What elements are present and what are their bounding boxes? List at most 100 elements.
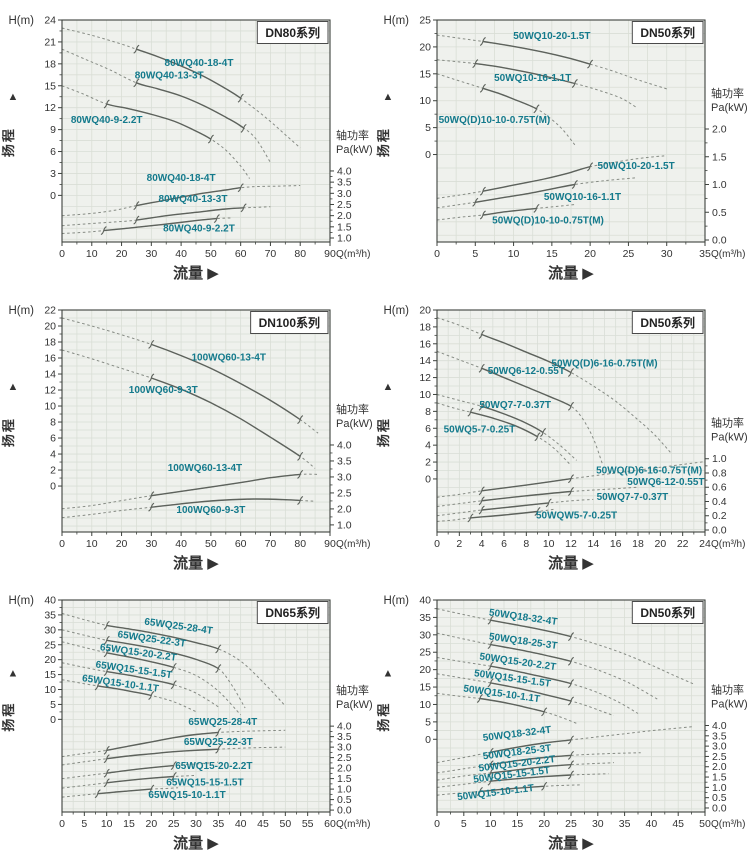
head-tick-label: 15 [419, 68, 431, 80]
power-tick-label: 1.0 [712, 782, 727, 794]
chart-title-box: DN50系列 [631, 21, 704, 44]
curve-break-mark [567, 696, 575, 706]
chart-svg-4: 65WQ25-28-4T 65WQ25-22-3T 65WQ15-20-2.2T 65… [1, 595, 373, 853]
curve-break-mark [148, 502, 155, 512]
head-axis-title: 扬程 [376, 127, 391, 157]
curve-solid-segment [482, 87, 537, 110]
chart-cell-dn65: 65WQ25-28-4T 65WQ25-22-3T 65WQ15-20-2.2T 65… [0, 580, 375, 860]
x-tick-label: 20 [584, 248, 596, 260]
curve-solid-segment [106, 670, 174, 686]
curve-break-mark [472, 197, 479, 207]
curve-break-mark [571, 79, 578, 88]
curve-head-50WQ7-7-0.37T: 50WQ7-7-0.37T [436, 394, 577, 461]
curve-break-mark [567, 735, 575, 745]
power-tick-label: 2.0 [712, 124, 727, 136]
x-tick-label: 40 [235, 818, 247, 830]
curve-break-mark [148, 784, 155, 794]
curve-solid-segment [97, 685, 152, 697]
power-axis-title: 轴功率 [711, 416, 744, 430]
curve-label: 50WQ7-7-0.37T [479, 400, 551, 411]
curve-break-mark [103, 745, 110, 755]
head-tick-label: 25 [44, 639, 56, 651]
x-tick-label: 30 [190, 818, 202, 830]
curve-break-mark [213, 214, 220, 224]
head-axis-title: 扬程 [376, 417, 391, 447]
curve-dashed-extension [436, 692, 577, 724]
curve-break-mark [237, 183, 244, 193]
x-tick-label: 45 [672, 818, 684, 830]
chart-title-border [631, 21, 704, 44]
curve-head-50WQ10-16-1.1T: 50WQ10-16-1.1T [436, 59, 637, 108]
curve-power-50WQ6-12-0.55T: 50WQ6-12-0.55T [436, 477, 705, 507]
chart-cell-dn50-bottom: 50WQ18-32-4T 50WQ18-25-3T 50WQ15-20-2.2T 50… [375, 580, 750, 860]
curve-break-mark [133, 78, 140, 88]
curve-power-50WQW5-7-0.25T: 50WQW5-7-0.25T [436, 507, 617, 523]
flow-axis-title: 流量 ▶ [548, 264, 594, 282]
curve-label: 50WQ10-20-1.5T [513, 31, 590, 42]
head-tick-label: 3 [50, 168, 56, 180]
curve-label: 100WQ60-13-4T [192, 352, 266, 363]
chart-title: DN100系列 [259, 315, 320, 330]
x-tick-label: 10 [86, 248, 98, 260]
curve-label: 50WQ7-7-0.37T [597, 492, 669, 503]
x-tick-label: 16 [610, 538, 622, 550]
power-axis-title: 轴功率 [336, 402, 369, 416]
power-tick-label: 4.0 [337, 721, 352, 733]
curve-head-80WQ40-9-2.2T: 80WQ40-9-2.2T [61, 85, 251, 179]
x-tick-label: 45 [257, 818, 269, 830]
curve-break-mark [148, 339, 155, 349]
curve-solid-segment [106, 775, 174, 784]
curve-break-mark [94, 681, 101, 691]
head-unit-label: H(m) [8, 305, 34, 317]
curve-break-mark [478, 363, 485, 373]
power-tick-label: 2.5 [712, 751, 727, 763]
head-unit-label: H(m) [383, 15, 409, 27]
x-tick-label: 18 [632, 538, 644, 550]
x-tick-label: 0 [434, 248, 440, 260]
head-tick-label: 24 [44, 15, 56, 27]
curve-break-mark [487, 768, 494, 778]
curve-break-mark [103, 754, 110, 764]
head-tick-label: 9 [50, 124, 56, 136]
power-tick-label: 0.0 [712, 802, 727, 814]
curve-break-mark [541, 781, 548, 791]
power-tick-label: 3.5 [337, 455, 352, 467]
head-tick-label: 18 [419, 321, 431, 333]
curve-break-mark [240, 123, 247, 133]
chart-cell-dn50-top: 50WQ10-20-1.5T 50WQ10-16-1.1T 50WQ(D)10-10… [375, 0, 750, 290]
curve-solid-segment [106, 731, 219, 752]
flow-axis-title: 流量 ▶ [173, 264, 219, 282]
x-tick-label: 20 [654, 538, 666, 550]
x-axis: 0 5 10 15 20 25 30 35 Q(m³/h) 流量 ▶ [434, 242, 745, 282]
head-axis-arrow-icon: ▲ [8, 381, 19, 393]
power-tick-label: 2.5 [337, 752, 352, 764]
head-tick-label: 10 [44, 401, 56, 413]
head-tick-label: 10 [419, 95, 431, 107]
chart-title-border [250, 311, 329, 334]
curve-head-100WQ60-13-4T: 100WQ60-13-4T [61, 317, 319, 434]
power-tick-label: 1.5 [337, 221, 352, 233]
power-axis: 4.0 3.5 3.0 2.5 2.0 1.0 轴功率 Pa(kW) [330, 402, 373, 531]
x-tick-label: 20 [116, 538, 128, 550]
x-tick-label: 10 [101, 818, 113, 830]
curve-label: 65WQ15-20-2.2T [175, 761, 252, 772]
x-tick-label: 90 [324, 538, 336, 550]
curve-break-mark [487, 678, 494, 688]
head-tick-label: 15 [44, 80, 56, 92]
power-tick-label: 4.0 [337, 439, 352, 451]
x-tick-label: 0 [59, 248, 65, 260]
head-tick-label: 12 [44, 385, 56, 397]
head-tick-label: 12 [419, 372, 431, 384]
head-tick-label: 5 [50, 699, 56, 711]
curve-break-mark [297, 469, 304, 479]
x-tick-label: 22 [677, 538, 689, 550]
flow-axis-title: 流量 ▶ [548, 554, 594, 572]
x-axis: 0 5 10 15 20 25 30 35 40 45 50 55 60 Q(m³/h) 流量 ▶ [59, 812, 370, 852]
head-tick-label: 22 [44, 305, 56, 317]
x-tick-label: 30 [661, 248, 673, 260]
power-axis-unit: Pa(kW) [336, 144, 373, 156]
curve-break-mark [478, 330, 485, 339]
power-axis-unit: Pa(kW) [711, 432, 748, 444]
x-tick-label: 80 [294, 538, 306, 550]
curve-head-80WQ40-13-3T: 80WQ40-13-3T [61, 48, 271, 163]
